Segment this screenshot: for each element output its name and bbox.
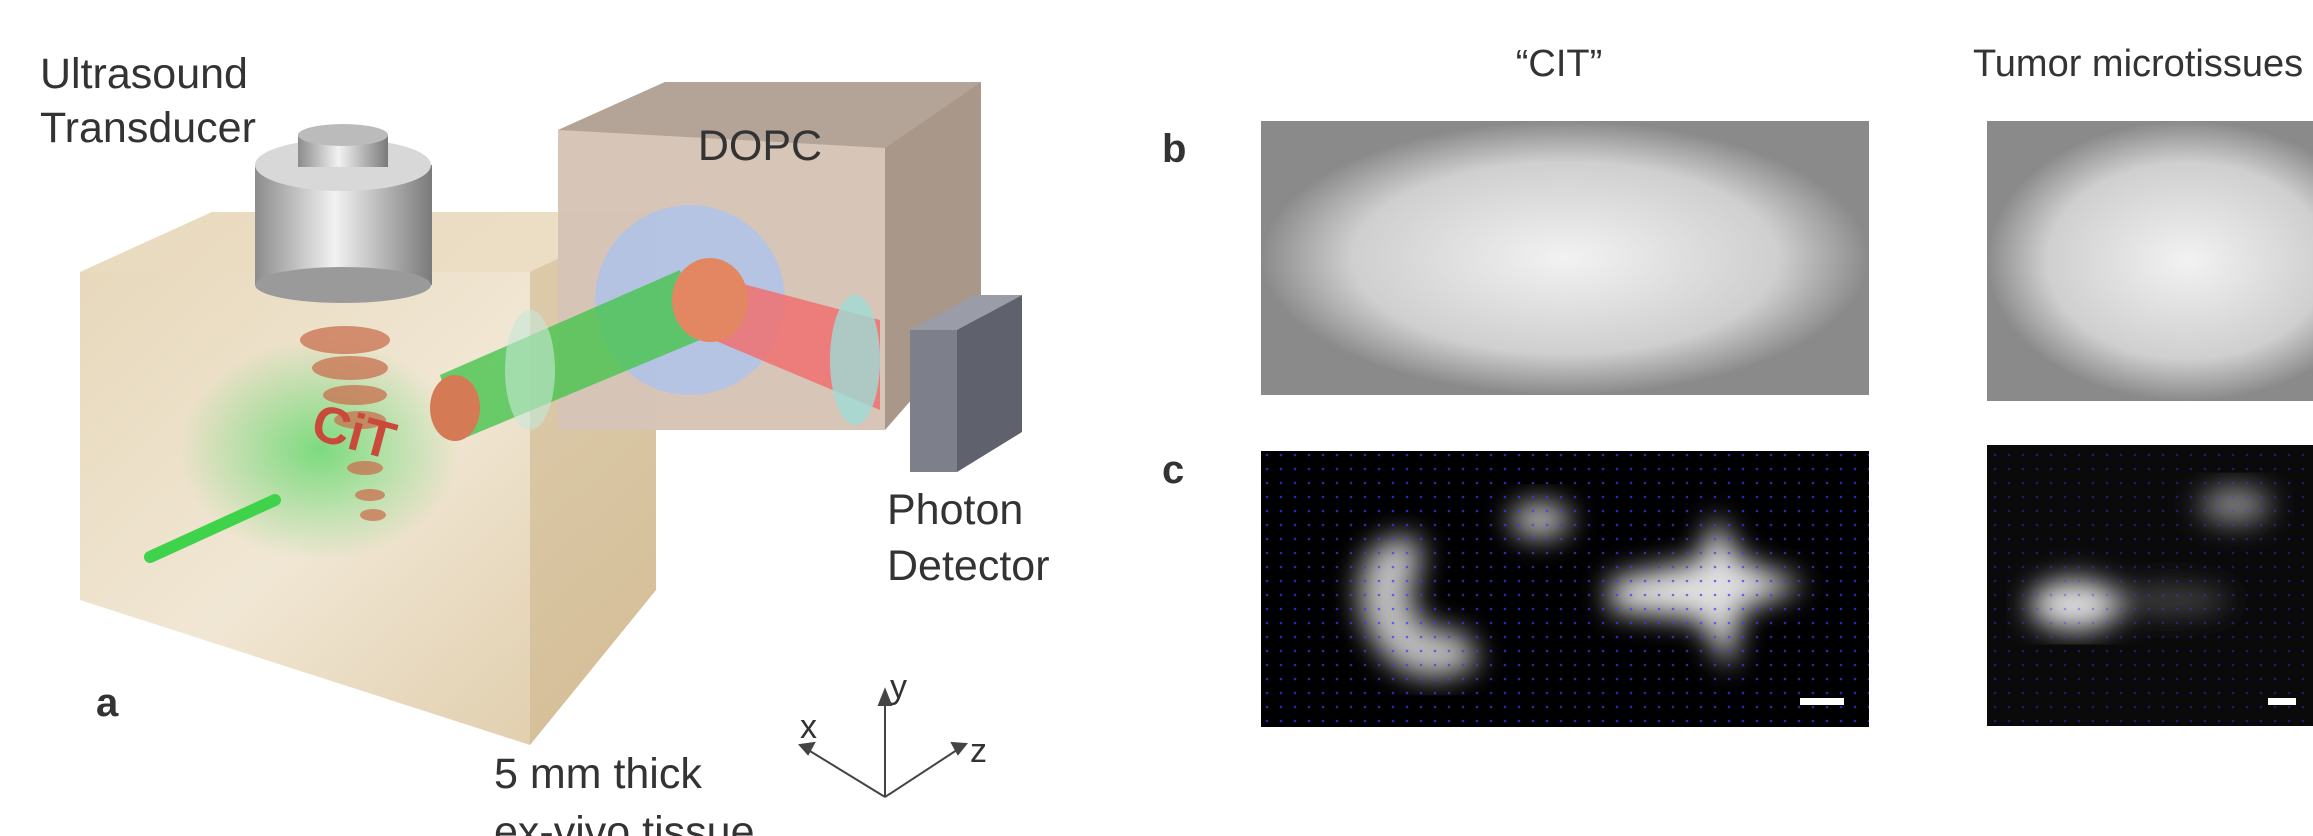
page: Ultrasound Transducer DOPC Photon Detect…: [0, 0, 2313, 836]
axis-label: y: [890, 668, 907, 706]
photon-detector: [910, 295, 1022, 472]
row-label: c: [1162, 448, 1184, 492]
image-b-cit: [1261, 121, 1869, 395]
axes-glyph: [800, 690, 966, 797]
column-title: Tumor microtissues: [1973, 43, 2303, 85]
label: ex-vivo tissue: [494, 808, 754, 836]
image-c-cit: [1261, 451, 1869, 727]
axis-label: x: [800, 708, 817, 746]
image-b-tumor: [1987, 121, 2313, 401]
row-label: b: [1162, 127, 1186, 171]
panel-label: a: [96, 681, 119, 725]
image-c-tumor: [1987, 445, 2313, 726]
column-title: “CIT”: [1516, 43, 1603, 85]
label: Ultrasound: [40, 50, 248, 98]
axis-label: z: [970, 732, 987, 770]
figure: Ultrasound Transducer DOPC Photon Detect…: [0, 0, 2313, 836]
label: DOPC: [698, 122, 822, 170]
label: Photon: [887, 486, 1023, 534]
transducer: [255, 124, 432, 303]
label: Detector: [887, 542, 1050, 590]
label: Transducer: [40, 104, 256, 152]
label: 5 mm thick: [494, 750, 702, 798]
